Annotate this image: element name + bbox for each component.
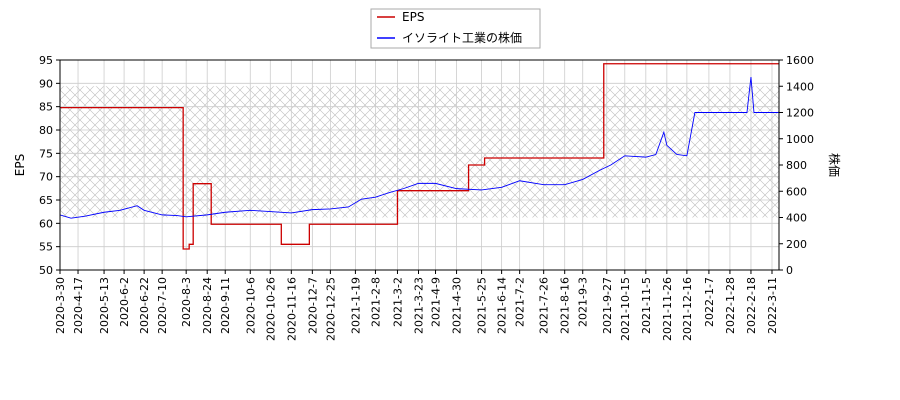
x-tick-label: 2020-12-25: [324, 277, 337, 341]
shaded-band: [60, 86, 779, 218]
x-tick-label: 2021-12-16: [681, 277, 694, 341]
left-tick-label: 55: [39, 241, 53, 254]
x-tick-label: 2021-11-5: [640, 277, 653, 334]
right-tick-label: 200: [786, 238, 807, 251]
right-tick-label: 0: [786, 264, 793, 277]
legend-box: [370, 8, 541, 49]
price-series-line: [60, 77, 779, 219]
eps-series-line: [60, 63, 779, 250]
x-tick-label: 2021-6-14: [496, 277, 509, 334]
x-tick-label: 2021-8-16: [559, 277, 572, 334]
x-axis: 2020-3-30 2020-4-17 2020-5-13 2020-6-2 2020-…: [54, 270, 779, 341]
x-tick-label: 2020-5-13: [98, 277, 111, 334]
left-tick-label: 85: [39, 101, 53, 114]
x-tick-label: 2022-1-7: [703, 277, 716, 327]
x-tick-label: 2020-3-30: [54, 277, 67, 334]
x-tick-label: 2021-5-25: [476, 277, 489, 334]
x-tick-label: 2020-10-6: [244, 277, 257, 334]
x-tick-label: 2020-10-26: [264, 277, 277, 341]
left-tick-label: 60: [39, 217, 53, 230]
left-tick-label: 75: [39, 147, 53, 160]
x-tick-label: 2021-4-30: [451, 277, 464, 334]
x-tick-label: 2021-9-27: [601, 277, 614, 334]
right-tick-label: 600: [786, 185, 807, 198]
x-tick-label: 2020-6-2: [118, 277, 131, 327]
right-tick-label: 1200: [786, 107, 814, 120]
left-tick-label: 95: [39, 54, 53, 67]
x-tick-label: 2021-7-2: [514, 277, 527, 327]
x-tick-label: 2020-9-11: [219, 277, 232, 334]
x-tick-label: 2022-1-28: [724, 277, 737, 334]
x-tick-label: 2020-7-10: [156, 277, 169, 334]
x-tick-label: 2020-12-7: [306, 277, 319, 334]
right-tick-label: 1600: [786, 54, 814, 67]
x-tick-label: 2021-10-15: [619, 277, 632, 341]
x-tick-label: 2021-1-19: [349, 277, 362, 334]
right-axis: 0 200 400 600 800 1000 1200 1400 1600: [779, 54, 814, 277]
left-axis-title: EPS: [13, 154, 27, 176]
x-tick-label: 2022-3-11: [766, 277, 779, 334]
legend: EPS イソライト工業の株価: [370, 8, 541, 49]
x-tick-label: 2020-11-16: [285, 277, 298, 341]
left-tick-label: 80: [39, 124, 53, 137]
series-group: [60, 63, 779, 250]
x-tick-label: 2021-4-9: [430, 277, 443, 327]
legend-price-label: イソライト工業の株価: [402, 30, 522, 45]
left-tick-label: 65: [39, 194, 53, 207]
left-tick-label: 90: [39, 77, 53, 90]
x-tick-label: 2020-4-17: [72, 277, 85, 334]
x-tick-label: 2020-6-22: [138, 277, 151, 334]
x-tick-label: 2021-3-23: [412, 277, 425, 334]
right-tick-label: 800: [786, 159, 807, 172]
x-tick-label: 2020-8-3: [180, 277, 193, 327]
x-tick-label: 2021-2-8: [369, 277, 382, 327]
x-tick-label: 2022-2-18: [745, 277, 758, 334]
left-axis: 50 55 60 65 70 75 80 85 90 95: [39, 54, 60, 277]
x-tick-label: 2021-7-26: [538, 277, 551, 334]
left-tick-label: 70: [39, 171, 53, 184]
right-tick-label: 400: [786, 212, 807, 225]
left-tick-label: 50: [39, 264, 53, 277]
x-tick-label: 2021-11-26: [661, 277, 674, 341]
x-tick-label: 2021-3-2: [391, 277, 404, 327]
right-tick-label: 1400: [786, 80, 814, 93]
legend-eps-label: EPS: [402, 10, 424, 24]
right-tick-label: 1000: [786, 133, 814, 146]
x-tick-label: 2021-9-3: [577, 277, 590, 327]
right-axis-title: 株価: [827, 153, 842, 177]
x-tick-label: 2020-8-24: [201, 277, 214, 334]
